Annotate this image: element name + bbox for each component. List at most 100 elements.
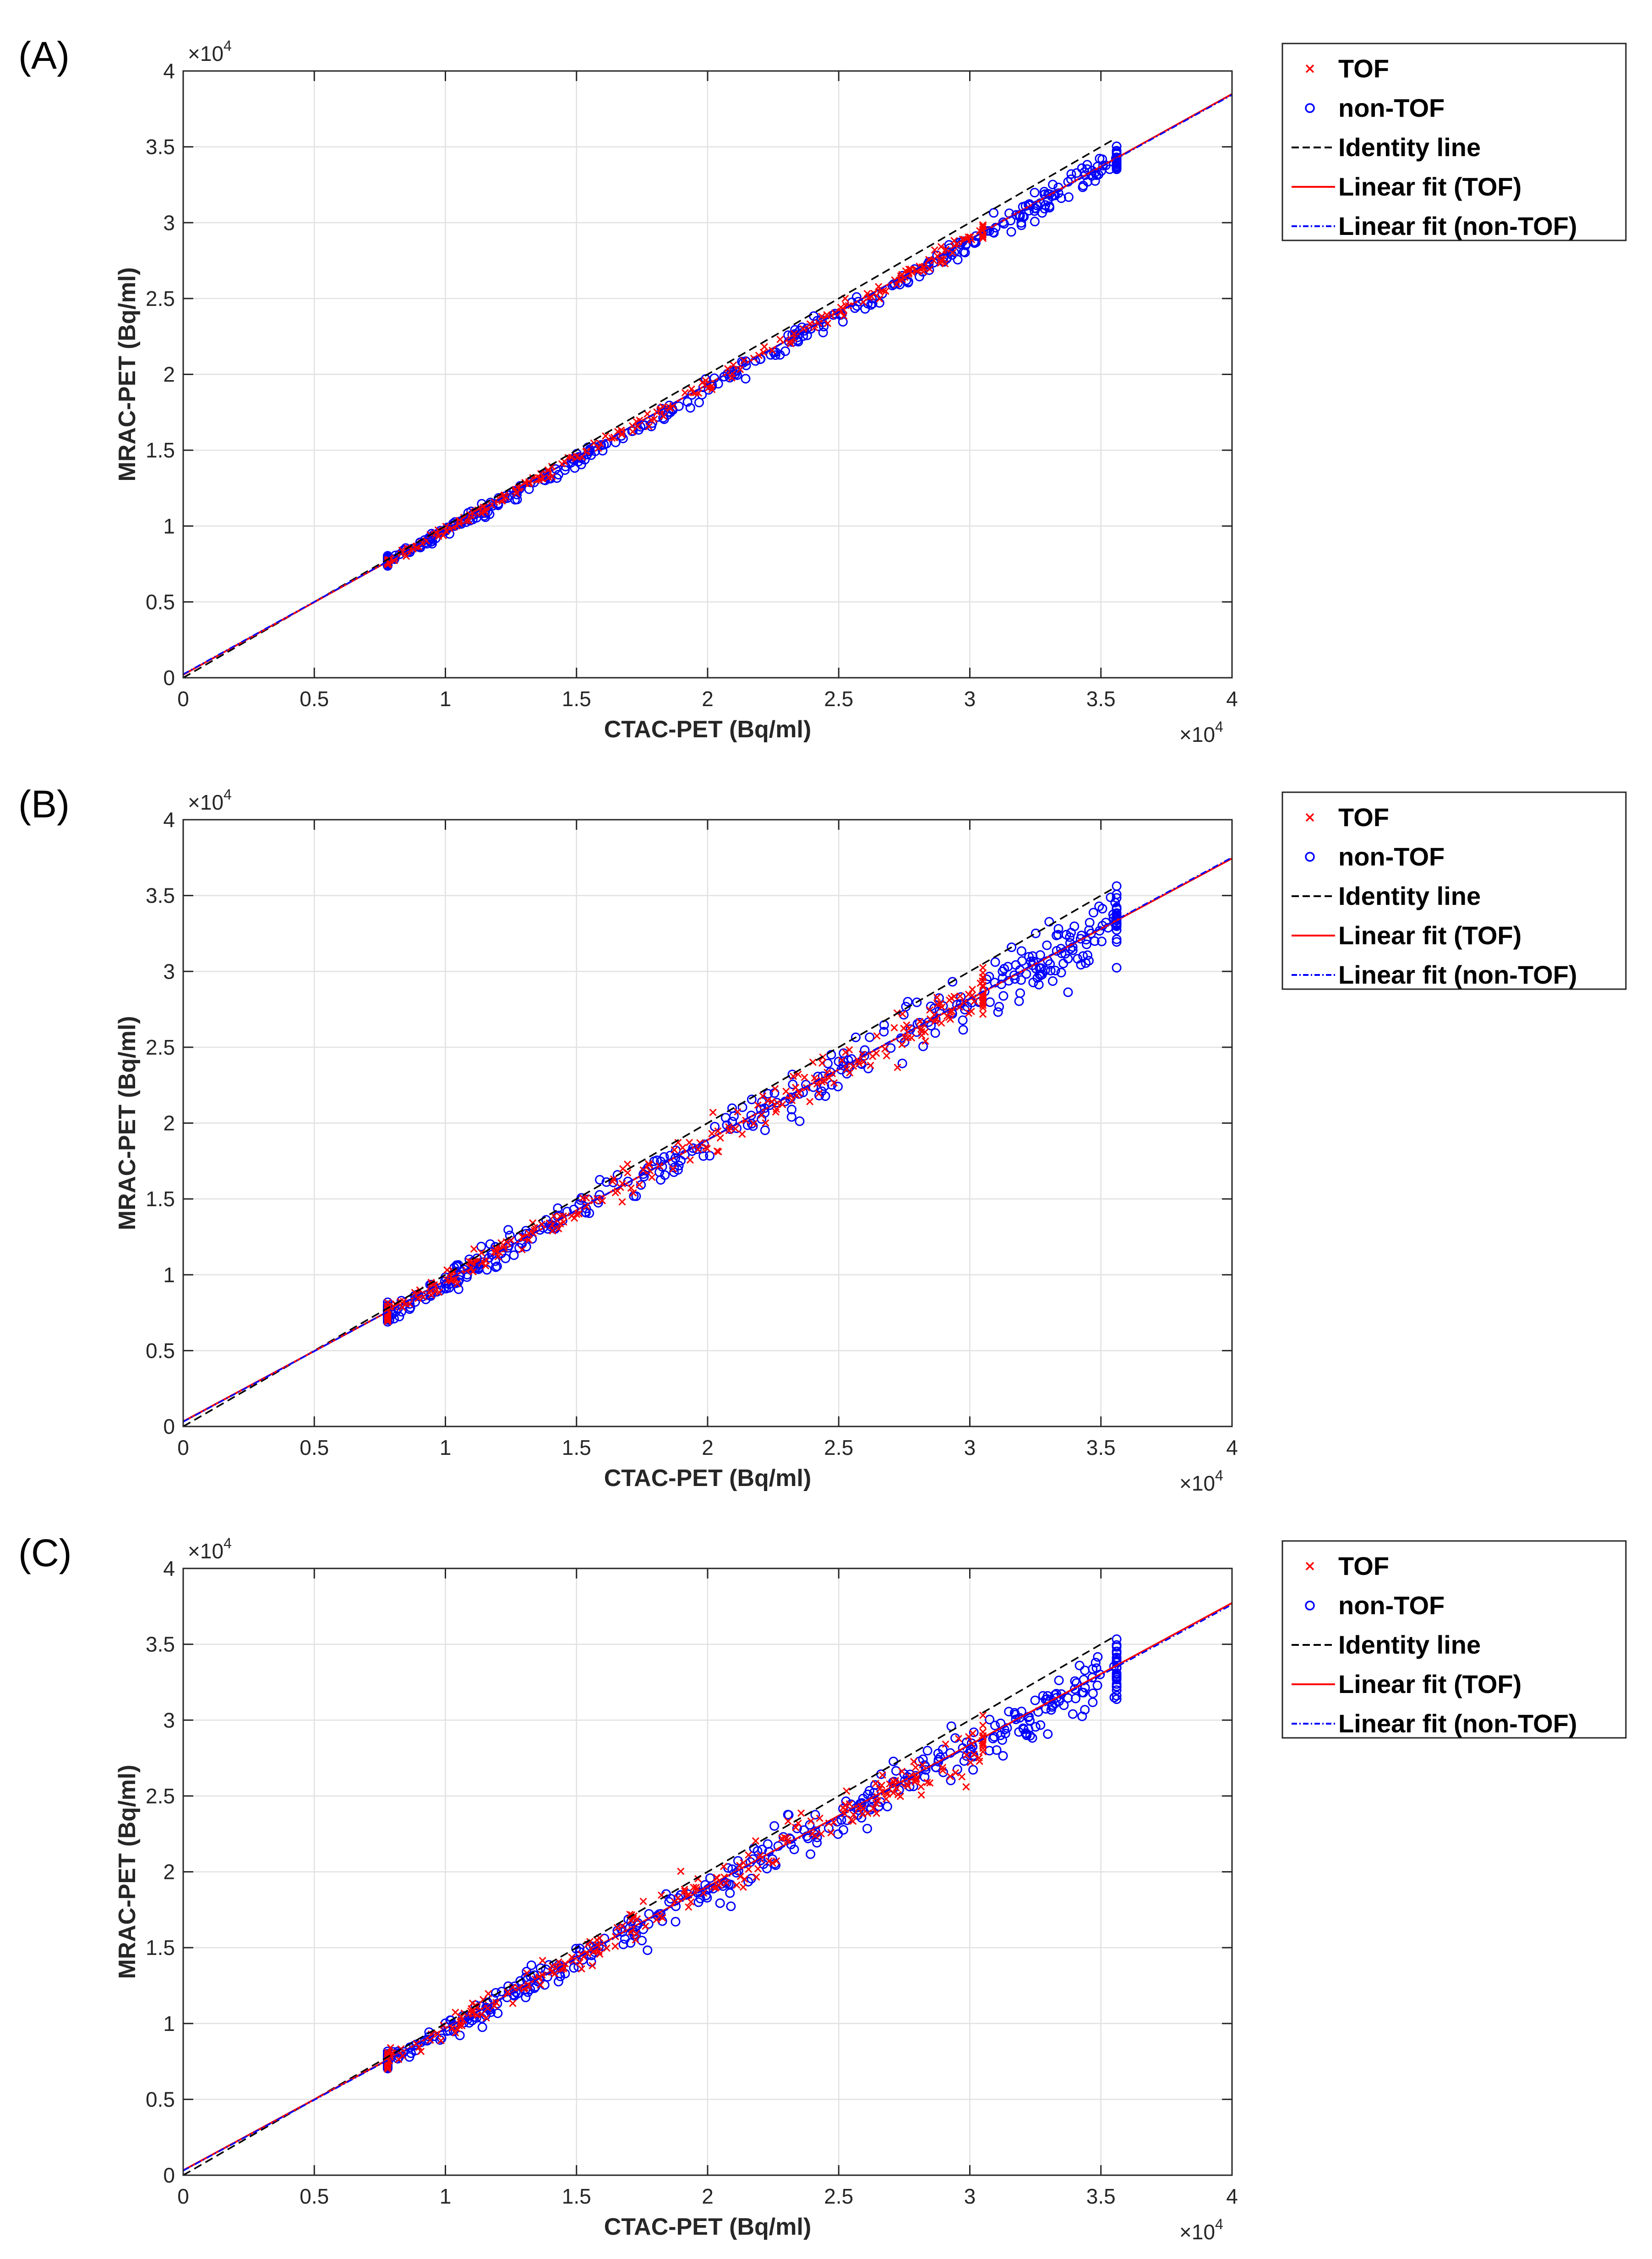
y-tick-label: 2.5 <box>146 287 175 310</box>
nontof-point <box>984 972 994 982</box>
nontof-point <box>802 330 812 340</box>
nontof-point <box>1112 893 1122 903</box>
nontof-point <box>725 1888 735 1898</box>
nontof-point <box>1063 954 1073 964</box>
nontof-point <box>1089 908 1098 918</box>
tof-point <box>827 1829 835 1837</box>
nontof-point <box>1094 901 1104 911</box>
tof-point <box>479 1996 487 2003</box>
nontof-point <box>643 1945 653 1955</box>
legend-item-identity: Identity line <box>1292 133 1481 162</box>
nontof-point <box>812 1838 822 1848</box>
tof-point <box>847 1816 855 1824</box>
tof-point <box>882 287 889 295</box>
tof-point <box>736 1873 744 1880</box>
tof-point <box>674 1138 682 1146</box>
tof-point <box>950 992 958 1001</box>
nontof-point <box>1066 928 1076 938</box>
tof-point <box>686 1138 693 1146</box>
nontof-point <box>1003 962 1013 972</box>
tof-point <box>894 1063 901 1071</box>
tof-point <box>948 1007 955 1015</box>
tof-point <box>714 1148 722 1156</box>
tof-point <box>792 1824 800 1831</box>
legend-item-fit-nontof: Linear fit (non-TOF) <box>1292 212 1577 240</box>
tof-point <box>738 1130 746 1138</box>
nontof-point <box>1017 956 1027 966</box>
nontof-point <box>862 1824 872 1834</box>
nontof-point <box>1016 1706 1026 1716</box>
tof-point <box>975 1754 983 1762</box>
tof-point <box>958 1773 966 1781</box>
tof-point <box>551 1970 559 1977</box>
tof-point <box>611 1942 619 1950</box>
nontof-point <box>833 1082 843 1092</box>
nontof-point <box>883 1802 892 1812</box>
y-tick-label: 3.5 <box>146 1633 175 1656</box>
tof-point <box>629 1189 637 1197</box>
nontof-point <box>1030 188 1040 198</box>
nontof-point <box>870 1780 880 1790</box>
x-tick-label: 2.5 <box>824 1436 853 1459</box>
nontof-point <box>682 397 692 407</box>
tof-point <box>898 1768 906 1775</box>
nontof-point <box>496 1987 507 1997</box>
nontof-point <box>643 1919 654 1929</box>
panel-label: (C) <box>18 1531 72 1574</box>
tof-point <box>919 1761 927 1769</box>
legend-item-fit-nontof: Linear fit (non-TOF) <box>1292 1709 1577 1738</box>
x-tick-label: 4 <box>1226 687 1238 711</box>
nontof-point <box>1059 1700 1069 1710</box>
y-axis-label: MRAC-PET (Bq/ml) <box>114 1765 141 1979</box>
y-tick-label: 2.5 <box>146 1784 175 1808</box>
tof-point <box>730 361 737 369</box>
nontof-point <box>1030 1722 1041 1732</box>
tof-point <box>555 1225 562 1233</box>
nontof-point <box>763 1089 773 1099</box>
tof-point <box>807 1817 815 1825</box>
tof-point <box>453 2025 461 2033</box>
tof-point <box>626 1911 634 1918</box>
tof-point <box>537 1981 545 1989</box>
legend-box <box>1281 43 1627 241</box>
nontof-point <box>1042 940 1052 950</box>
nontof-point <box>826 1050 836 1060</box>
nontof-point <box>1074 1660 1085 1671</box>
nontof-point <box>636 1180 646 1190</box>
tof-point <box>872 1809 880 1817</box>
nontof-point <box>1088 1697 1098 1707</box>
legend-marker-circle <box>1305 103 1315 113</box>
nontof-point <box>1063 192 1074 202</box>
y-tick-label: 0.5 <box>146 2087 175 2111</box>
tof-point <box>635 1181 643 1188</box>
y-tick-label: 1.5 <box>146 1936 175 1960</box>
nontof-point <box>948 977 958 987</box>
legend: TOF non-TOF Identity line Linear fit (TOF) L… <box>1281 43 1627 241</box>
tof-point <box>923 1779 931 1786</box>
tof-point <box>979 997 987 1005</box>
tof-point <box>548 473 556 480</box>
tof-point <box>384 1314 392 1322</box>
tof-point <box>437 2036 445 2045</box>
nontof-point <box>1084 956 1094 966</box>
tof-point <box>677 1867 685 1875</box>
tof-point <box>878 1781 886 1789</box>
tof-point <box>882 1795 890 1803</box>
nontof-point <box>1076 960 1086 970</box>
nontof-point <box>553 1976 563 1987</box>
nontof-point <box>833 1829 843 1839</box>
x-tick-label: 4 <box>1226 2184 1238 2208</box>
x-tick-label: 4 <box>1226 1436 1238 1459</box>
x-multiplier: ×104 <box>1179 1467 1223 1495</box>
nontof-point <box>867 299 878 309</box>
x-tick-label: 3 <box>964 687 976 711</box>
nontof-point <box>1112 963 1122 973</box>
nontof-point <box>1004 1707 1014 1717</box>
nontof-point <box>1091 1663 1101 1673</box>
nontof-point <box>1112 1649 1122 1659</box>
nontof-point <box>1090 936 1100 946</box>
nontof-point <box>985 1715 995 1725</box>
nontof-point <box>637 1936 647 1946</box>
tof-point <box>926 1006 934 1014</box>
